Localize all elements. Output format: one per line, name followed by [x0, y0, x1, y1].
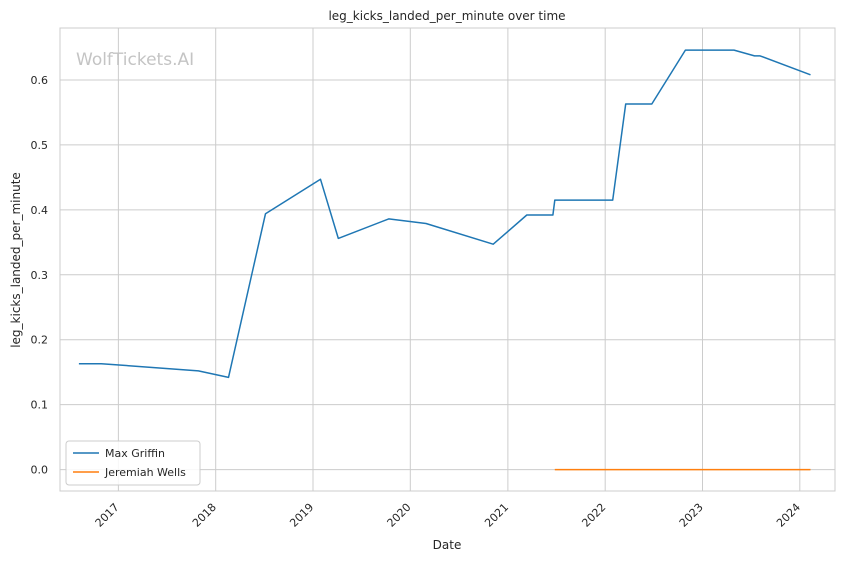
x-tick-label: 2023: [677, 501, 706, 530]
y-tick-label: 0.2: [31, 334, 49, 347]
legend: Max Griffin Jeremiah Wells: [65, 440, 201, 486]
legend-label-max-griffin: Max Griffin: [105, 447, 165, 460]
x-tick-label: 2024: [774, 501, 803, 530]
x-tick-label: 2017: [93, 501, 122, 530]
y-tick-labels: 0.0 0.1 0.2 0.3 0.4 0.5 0.6: [31, 74, 49, 477]
x-axis-label: Date: [433, 538, 462, 552]
y-tick-label: 0.4: [31, 204, 49, 217]
x-tick-label: 2019: [287, 501, 316, 530]
x-tick-label: 2018: [190, 501, 219, 530]
y-tick-label: 0.1: [31, 399, 49, 412]
grid: [60, 28, 835, 491]
x-tick-label: 2021: [482, 501, 511, 530]
watermark: WolfTickets.AI: [76, 50, 194, 70]
plot-area-frame: [59, 27, 836, 492]
series-line-max-griffin: [78, 49, 811, 379]
x-tick-labels: 2017 2018 2019 2020 2021 2022 2023 2024: [93, 501, 803, 530]
y-tick-label: 0.0: [31, 464, 49, 477]
x-tick-label: 2020: [385, 501, 414, 530]
legend-frame: [65, 440, 201, 486]
y-axis-label: leg_kicks_landed_per_minute: [9, 172, 23, 348]
x-tick-label: 2022: [579, 501, 608, 530]
y-tick-label: 0.6: [31, 74, 49, 87]
chart-title: leg_kicks_landed_per_minute over time: [328, 9, 565, 23]
y-tick-label: 0.3: [31, 269, 49, 282]
y-tick-label: 0.5: [31, 139, 49, 152]
series-layer: [78, 49, 811, 471]
legend-label-jeremiah-wells: Jeremiah Wells: [104, 466, 186, 479]
